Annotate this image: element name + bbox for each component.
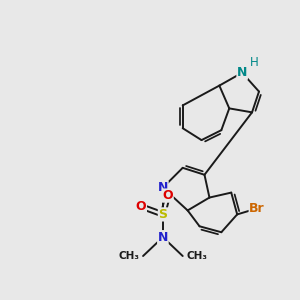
Text: O: O [136,200,146,213]
Text: O: O [163,189,173,202]
Text: CH₃: CH₃ [118,251,139,261]
Text: N: N [158,231,168,244]
Text: CH₃: CH₃ [187,251,208,261]
Text: N: N [237,66,247,79]
Text: H: H [250,56,258,69]
Text: N: N [158,181,168,194]
Text: Br: Br [249,202,265,215]
Text: S: S [158,208,167,221]
